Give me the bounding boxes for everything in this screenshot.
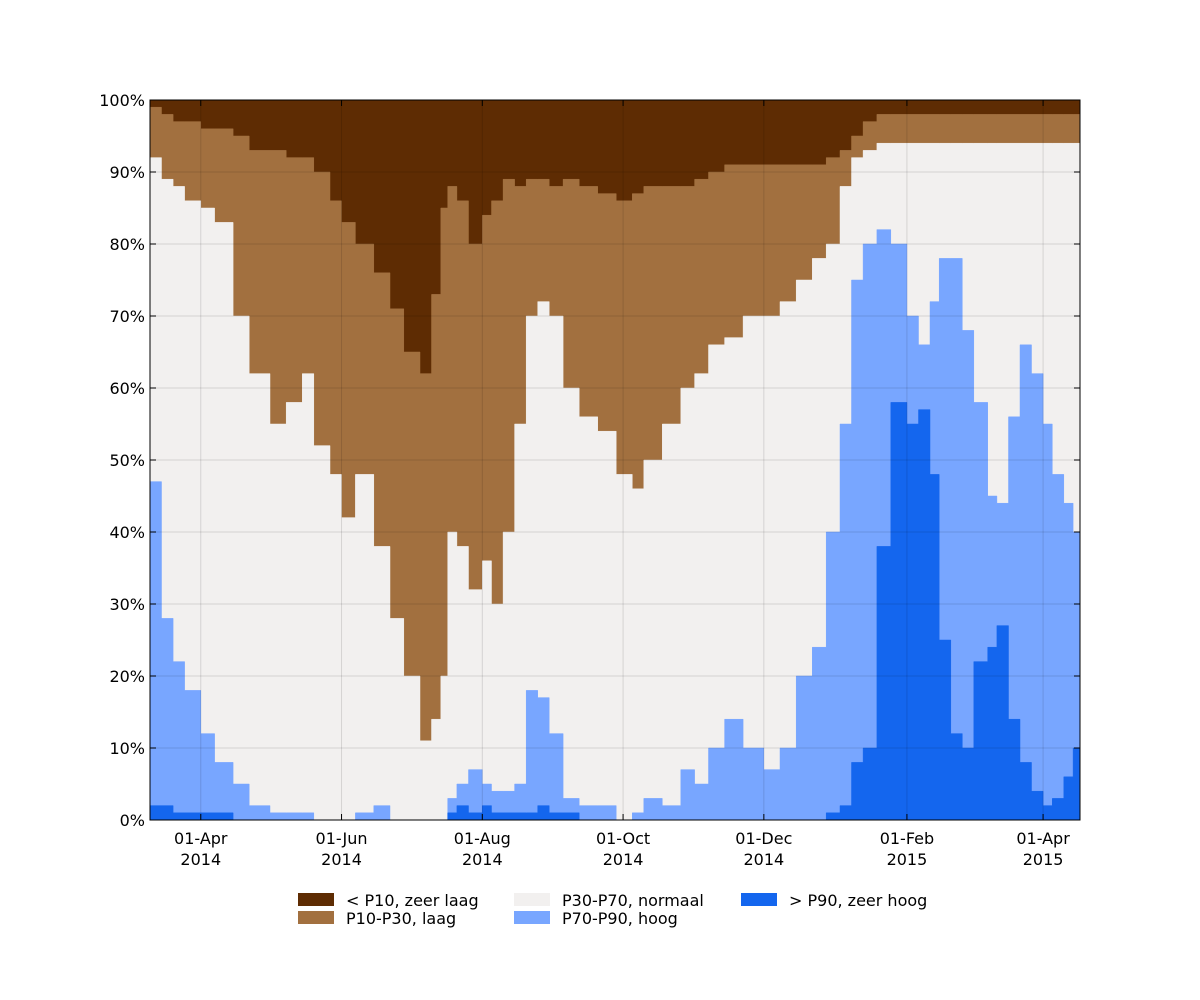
y-tick-label: 0% [120, 811, 145, 830]
grid-lines [150, 100, 1080, 820]
x-tick-label: 01-Aug [454, 829, 511, 848]
y-tick-label: 60% [109, 379, 145, 398]
x-tick-label: 01-Feb [880, 829, 934, 848]
x-tick-year-label: 2015 [1023, 850, 1064, 869]
x-tick-year-label: 2014 [321, 850, 362, 869]
y-tick-label: 90% [109, 163, 145, 182]
x-axis: 01-Apr 2014 01-Jun 2014 01-Aug 2014 01-Oct 2014… [174, 100, 1070, 869]
y-tick-label: 70% [109, 307, 145, 326]
y-axis: 0% 10% 20% 30% 40% 50% 60% 70% 80% 90% 100% [99, 91, 1080, 830]
y-tick-label: 40% [109, 523, 145, 542]
y-tick-label: 50% [109, 451, 145, 470]
legend-swatch [298, 893, 334, 906]
plot-area [149, 99, 1081, 821]
legend-label: > P90, zeer hoog [789, 891, 927, 910]
y-tick-label: 30% [109, 595, 145, 614]
x-tick-label: 01-Dec [735, 829, 792, 848]
x-tick-label: 01-Oct [596, 829, 650, 848]
legend-label: P30-P70, normaal [562, 891, 704, 910]
y-tick-label: 80% [109, 235, 145, 254]
legend-label: P70-P90, hoog [562, 909, 678, 928]
x-tick-year-label: 2014 [462, 850, 503, 869]
legend-swatch [514, 911, 550, 924]
legend-swatch [741, 893, 777, 906]
x-tick-year-label: 2014 [743, 850, 784, 869]
x-tick-year-label: 2015 [887, 850, 928, 869]
x-tick-year-label: 2014 [603, 850, 644, 869]
legend-label: < P10, zeer laag [346, 891, 479, 910]
x-tick-label: 01-Apr [1016, 829, 1070, 848]
x-tick-label: 01-Apr [174, 829, 228, 848]
y-tick-label: 100% [99, 91, 145, 110]
legend-swatch [514, 893, 550, 906]
y-tick-label: 10% [109, 739, 145, 758]
y-tick-label: 20% [109, 667, 145, 686]
x-tick-label: 01-Jun [316, 829, 368, 848]
legend-label: P10-P30, laag [346, 909, 456, 928]
legend-swatch [298, 911, 334, 924]
x-tick-year-label: 2014 [180, 850, 221, 869]
